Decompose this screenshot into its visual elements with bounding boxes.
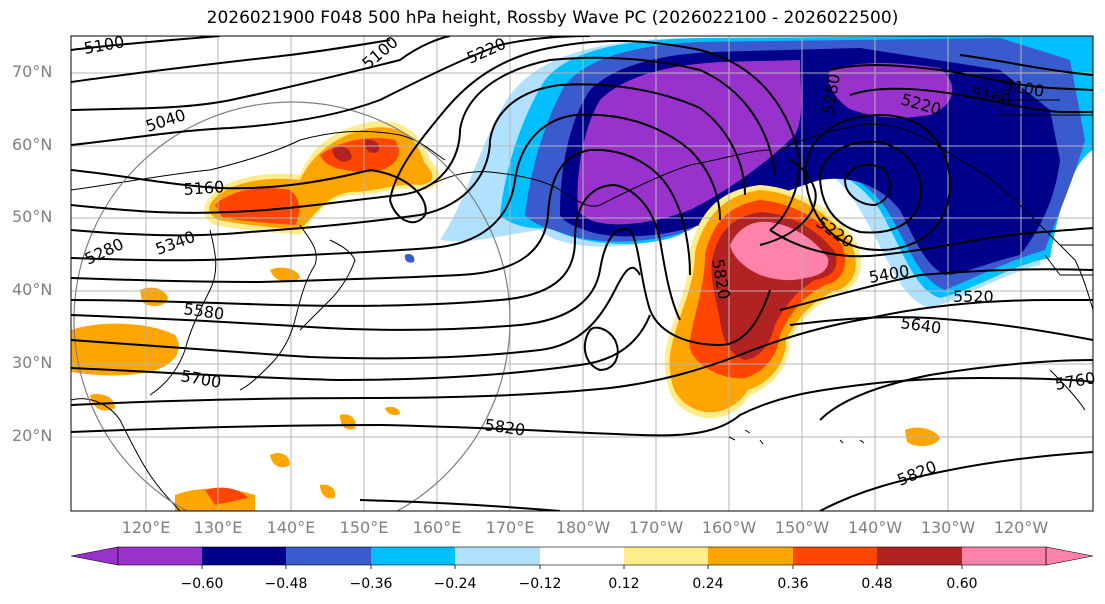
colorbar-tick-label: −0.48 <box>264 576 308 592</box>
lon-label: 150°W <box>774 518 830 537</box>
colorbar-bin <box>371 547 455 565</box>
lon-label: 150°E <box>339 518 389 537</box>
positive-anomaly-shading <box>71 121 940 511</box>
colorbar-bin <box>118 547 202 565</box>
height-contours <box>71 36 1093 511</box>
colorbar-bins <box>118 547 1046 565</box>
colorbar-bin <box>624 547 708 565</box>
lat-label: 60°N <box>12 135 53 154</box>
contour-label: 5520 <box>953 287 994 306</box>
lon-label: 180°W <box>555 518 611 537</box>
figure-title: 2026021900 F048 500 hPa height, Rossby W… <box>206 8 899 28</box>
lat-label: 50°N <box>12 207 53 226</box>
coastlines <box>71 99 1093 511</box>
colorbar-tick-label: 0.36 <box>777 576 809 592</box>
lat-label: 30°N <box>12 353 53 372</box>
lon-label: 130°W <box>920 518 976 537</box>
colorbar-tick-label: −0.24 <box>433 576 477 592</box>
colorbar-outline <box>117 546 1047 566</box>
colorbar-tick-label: 0.48 <box>861 576 893 592</box>
lon-label: 160°W <box>701 518 757 537</box>
lon-label: 130°E <box>193 518 243 537</box>
colorbar-tick-label: −0.36 <box>349 576 393 592</box>
range-circle <box>73 101 511 511</box>
lon-label: 140°W <box>847 518 903 537</box>
colorbar-bin <box>455 547 540 565</box>
colorbar-bin <box>202 547 286 565</box>
colorbar-tick-label: −0.60 <box>180 576 224 592</box>
colorbar-tick-marks <box>201 565 963 569</box>
colorbar-tick-label: 0.24 <box>692 576 724 592</box>
map-plot-area <box>71 36 1093 511</box>
colorbar-bin <box>540 547 624 565</box>
lat-label: 20°N <box>12 426 53 445</box>
colorbar-over-triangle <box>1045 546 1094 566</box>
colorbar-bin <box>962 547 1046 565</box>
lat-label: 40°N <box>12 280 53 299</box>
lon-label: 120°E <box>121 518 171 537</box>
colorbar-tick-label: 0.12 <box>608 576 640 592</box>
colorbar-tick-label: 0.60 <box>946 576 978 592</box>
lat-label: 70°N <box>12 62 53 81</box>
lon-label: 170°E <box>485 518 535 537</box>
lon-label: 170°W <box>628 518 684 537</box>
colorbar-bin <box>286 547 371 565</box>
map-frame <box>70 35 1094 512</box>
lon-label: 140°E <box>266 518 316 537</box>
colorbar-bin <box>877 547 962 565</box>
colorbar-under-triangle <box>70 546 119 566</box>
lon-label: 160°E <box>412 518 462 537</box>
colorbar-bin <box>793 547 877 565</box>
lon-label: 120°W <box>993 518 1049 537</box>
colorbar <box>70 546 1094 569</box>
contour-label: 5160 <box>183 177 225 199</box>
colorbar-bin <box>708 547 793 565</box>
colorbar-tick-label: −0.12 <box>518 576 562 592</box>
